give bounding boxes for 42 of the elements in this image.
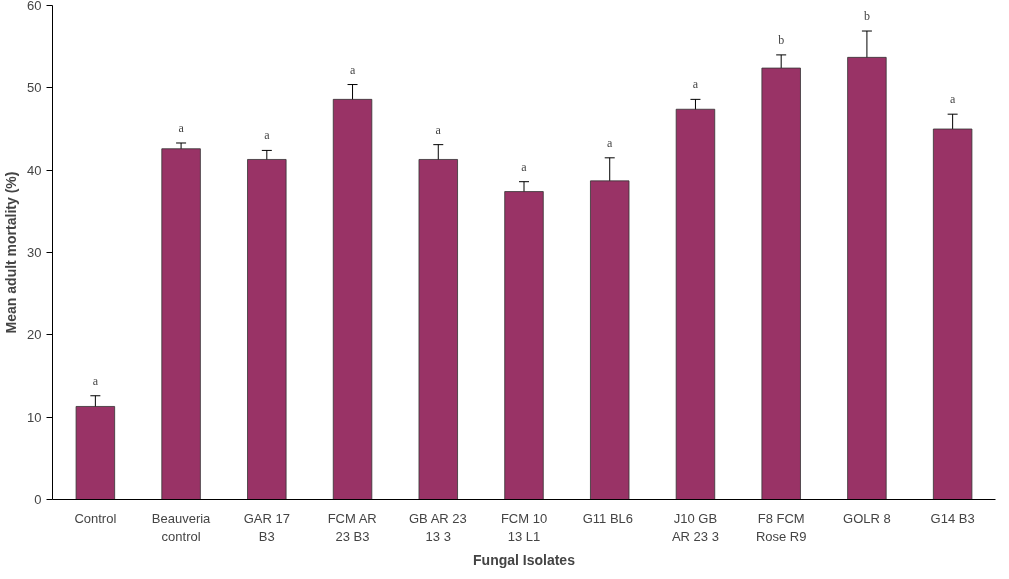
bar bbox=[590, 180, 630, 500]
bar bbox=[75, 406, 116, 500]
annotation: a bbox=[607, 135, 614, 150]
y-tick-label: 20 bbox=[27, 327, 42, 343]
bar bbox=[418, 159, 458, 500]
annotation: a bbox=[349, 62, 356, 77]
x-tick-label: Beauveria control bbox=[151, 510, 212, 544]
y-tick-label: 0 bbox=[34, 492, 42, 507]
x-tick-label: FCM 10 13 L1 bbox=[500, 510, 548, 544]
annotation: a bbox=[692, 77, 699, 92]
x-tick-label: G14 B3 bbox=[930, 510, 975, 526]
y-tick-label: 60 bbox=[27, 0, 42, 13]
bar bbox=[247, 159, 287, 500]
y-tick-label: 40 bbox=[27, 162, 42, 178]
x-tick-label: G11 BL6 bbox=[582, 510, 634, 526]
x-axis-title: Fungal Isolates bbox=[473, 551, 576, 568]
annotation: a bbox=[521, 159, 528, 174]
y-tick-label: 30 bbox=[27, 245, 42, 260]
annotation: a bbox=[92, 373, 99, 388]
bar bbox=[932, 128, 973, 500]
x-tick-label: F8 FCM Rose R9 bbox=[755, 510, 807, 544]
annotation: a bbox=[949, 92, 956, 107]
x-tick-label: GOLR 8 bbox=[843, 510, 891, 526]
annotation: a bbox=[178, 121, 185, 135]
bar bbox=[761, 67, 801, 500]
x-tick-label: FCM AR 23 B3 bbox=[327, 510, 377, 544]
x-tick-label: Control bbox=[74, 510, 117, 526]
bar bbox=[675, 108, 716, 500]
y-tick-label: 50 bbox=[27, 80, 42, 96]
y-axis-title: Mean adult mortality (%) bbox=[3, 171, 20, 334]
bar bbox=[332, 98, 373, 500]
bar bbox=[504, 191, 544, 500]
y-tick-label: 10 bbox=[27, 409, 42, 425]
x-tick-label: GAR 17 B3 bbox=[243, 510, 290, 544]
annotation: b bbox=[778, 32, 785, 47]
annotation: a bbox=[264, 128, 271, 143]
bar bbox=[847, 56, 887, 500]
x-tick-label: J10 GB AR 23 3 bbox=[671, 510, 719, 544]
annotation: a bbox=[435, 122, 442, 137]
bar bbox=[161, 148, 201, 500]
x-tick-label: GB AR 23 13 3 bbox=[409, 510, 467, 544]
annotation: b bbox=[863, 9, 870, 24]
